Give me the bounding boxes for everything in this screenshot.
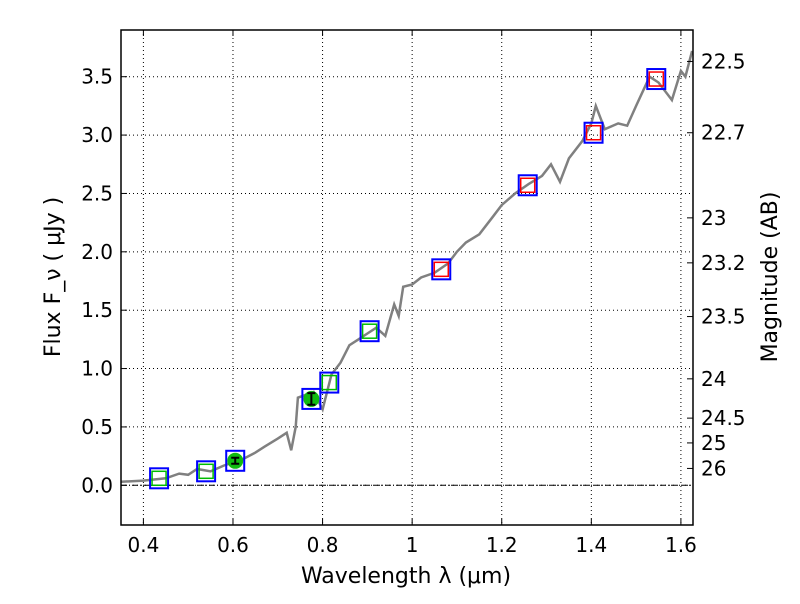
nir-band-point xyxy=(519,177,536,194)
y-axis-right-label: Magnitude (AB) xyxy=(758,192,783,363)
x-tick-label: 1.6 xyxy=(665,533,697,557)
error-bar xyxy=(307,392,316,406)
x-tick-label: 0.6 xyxy=(217,533,249,557)
y-tick-label: 2.5 xyxy=(81,181,113,205)
markers xyxy=(149,68,667,490)
right-tick-label: 24.5 xyxy=(701,406,746,430)
right-tick-label: 23 xyxy=(701,206,726,230)
x-tick-label: 1.4 xyxy=(575,533,607,557)
grid xyxy=(121,30,693,525)
nir-band-point xyxy=(648,71,665,87)
plot-frame xyxy=(120,29,694,526)
x-tick-label: 1 xyxy=(406,533,419,557)
model-point xyxy=(196,460,217,483)
optical-band-point xyxy=(198,463,214,480)
optical-band-point xyxy=(321,374,338,391)
model-point xyxy=(225,449,246,472)
x-tick-label: 0.4 xyxy=(127,533,159,557)
nir-band-point xyxy=(585,124,602,141)
right-tick-label: 23.2 xyxy=(701,251,746,275)
right-tick-label: 25 xyxy=(701,431,726,455)
optical-band-point xyxy=(151,470,167,487)
model-point xyxy=(431,258,452,281)
right-tick-label: 23.5 xyxy=(701,305,746,329)
nir-band-point xyxy=(433,261,450,278)
right-tick-label: 26 xyxy=(701,456,726,480)
y-tick-label: 3.5 xyxy=(81,65,113,89)
y-tick-label: 1.0 xyxy=(81,357,113,381)
spectrum-line xyxy=(120,50,694,484)
model-point xyxy=(646,68,667,91)
model-point xyxy=(583,121,604,144)
series xyxy=(120,50,694,484)
y-tick-label: 1.5 xyxy=(81,298,113,322)
error-bar xyxy=(231,456,240,465)
model-point xyxy=(517,174,538,197)
y-tick-label: 2.0 xyxy=(81,240,113,264)
x-axis-label: Wavelength λ (μm) xyxy=(301,564,511,589)
model-point xyxy=(319,371,340,394)
right-tick-label: 24 xyxy=(701,367,726,391)
y-axis-label: Flux F_ν ( μJy ) xyxy=(41,197,66,357)
y-tick-label: 0.0 xyxy=(81,473,113,497)
model-point xyxy=(301,387,322,410)
x-tick-label: 1.2 xyxy=(486,533,518,557)
x-tick-label: 0.8 xyxy=(307,533,339,557)
model-point xyxy=(149,467,170,490)
right-tick-label: 22.5 xyxy=(701,49,746,73)
y-tick-label: 3.0 xyxy=(81,123,113,147)
model-point xyxy=(359,320,380,343)
optical-band-point xyxy=(361,323,378,339)
right-tick-label: 22.7 xyxy=(701,121,746,145)
y-tick-label: 0.5 xyxy=(81,415,113,439)
ticks: 0.4 0.6 0.8 1 1.2 1.4 1.6 0.0 0.5 1.0 1.5 2.0 2.5 3.0… xyxy=(81,30,746,557)
